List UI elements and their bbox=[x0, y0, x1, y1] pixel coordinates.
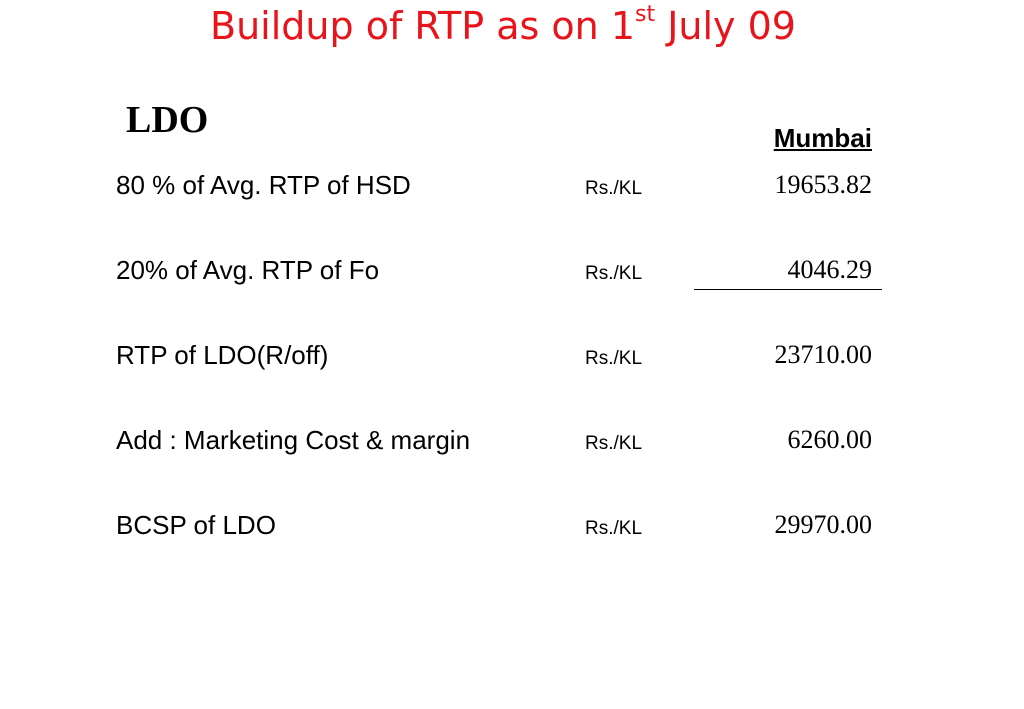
row-unit: Rs./KL bbox=[585, 433, 643, 454]
table-row: Add : Marketing Cost & margin Rs./KL 626… bbox=[0, 425, 1024, 475]
row-value: 4046.29 bbox=[787, 255, 873, 284]
row-label: 20% of Avg. RTP of Fo bbox=[116, 255, 380, 285]
table-row: 20% of Avg. RTP of Fo Rs./KL 4046.29 bbox=[0, 255, 1024, 305]
title-superscript: st bbox=[635, 2, 656, 28]
row-unit: Rs./KL bbox=[585, 518, 643, 539]
column-header-mumbai: Mumbai bbox=[773, 123, 872, 153]
row-unit: Rs./KL bbox=[585, 178, 643, 199]
row-label: Add : Marketing Cost & margin bbox=[116, 425, 471, 455]
row-unit: Rs./KL bbox=[585, 348, 643, 369]
table-row: 80 % of Avg. RTP of HSD Rs./KL 19653.82 bbox=[0, 170, 1024, 220]
row-unit: Rs./KL bbox=[585, 263, 643, 284]
subtotal-rule bbox=[694, 289, 882, 290]
product-heading: LDO bbox=[126, 99, 209, 141]
table-row: RTP of LDO(R/off) Rs./KL 23710.00 bbox=[0, 340, 1024, 390]
title-end: July 09 bbox=[655, 4, 796, 48]
row-value: 19653.82 bbox=[774, 170, 873, 199]
row-label: RTP of LDO(R/off) bbox=[116, 340, 329, 370]
row-value: 29970.00 bbox=[774, 510, 873, 539]
slide-title: Buildup of RTP as on 1st July 09 bbox=[0, 2, 1006, 48]
row-label: 80 % of Avg. RTP of HSD bbox=[116, 170, 411, 200]
row-label: BCSP of LDO bbox=[116, 510, 276, 540]
row-value: 6260.00 bbox=[787, 425, 873, 454]
title-main: Buildup of RTP as on 1 bbox=[210, 4, 636, 48]
table-row: BCSP of LDO Rs./KL 29970.00 bbox=[0, 510, 1024, 560]
row-value: 23710.00 bbox=[774, 340, 873, 369]
